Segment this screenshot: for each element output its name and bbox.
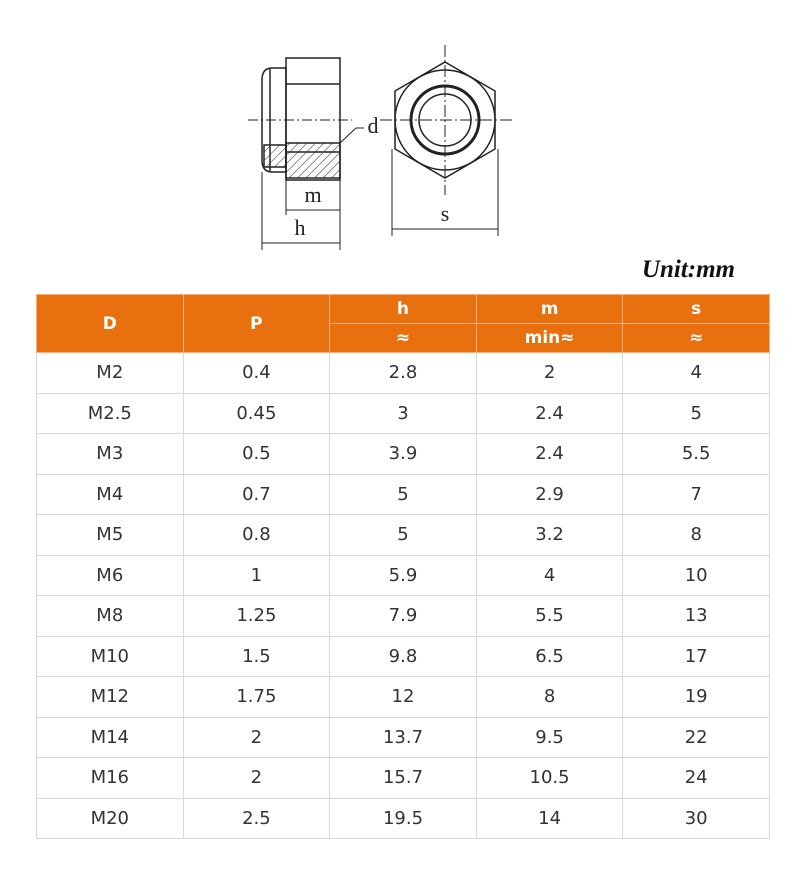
- table-cell: 0.7: [182, 473, 331, 515]
- table-cell: M8: [36, 595, 184, 637]
- table-cell: 2: [182, 716, 331, 758]
- label-m: m: [304, 182, 321, 207]
- table-cell: 4: [622, 352, 770, 394]
- table-cell: M12: [36, 676, 184, 718]
- table-row: M2 0.4 2.8 2 4: [36, 352, 770, 394]
- table-cell: M2: [36, 352, 184, 394]
- table-cell: 4: [475, 554, 624, 596]
- table-cell: 5.5: [475, 595, 624, 637]
- table-row: M14 2 13.7 9.5 22: [36, 716, 770, 758]
- table-cell: 24: [622, 757, 770, 799]
- table-cell: 3.2: [475, 514, 624, 556]
- table-cell: M4: [36, 473, 184, 515]
- table-cell: 1.5: [182, 635, 331, 677]
- table-cell: 2: [182, 757, 331, 799]
- table-cell: 2.4: [475, 392, 624, 434]
- subheader-row: ≈ min≈ ≈: [37, 323, 770, 353]
- table-cell: 7: [622, 473, 770, 515]
- table-cell: 6.5: [475, 635, 624, 677]
- table-cell: 8: [622, 514, 770, 556]
- table-cell: 22: [622, 716, 770, 758]
- table-cell: 19.5: [329, 797, 477, 839]
- table-row: M4 0.7 5 2.9 7: [36, 473, 770, 515]
- table-cell: 14: [475, 797, 624, 839]
- table-cell: 0.8: [182, 514, 331, 556]
- table-cell: 2.5: [182, 797, 331, 839]
- table-cell: 1.25: [182, 595, 331, 637]
- table-cell: 17: [622, 635, 770, 677]
- table-cell: 1.75: [182, 676, 331, 718]
- table-cell: M2.5: [36, 392, 184, 434]
- table-row: M20 2.5 19.5 14 30: [36, 797, 770, 839]
- table-cell: M20: [36, 797, 184, 839]
- table-cell: 13.7: [329, 716, 477, 758]
- table-cell: 12: [329, 676, 477, 718]
- table-cell: 19: [622, 676, 770, 718]
- table-row: M12 1.75 12 8 19: [36, 676, 770, 718]
- table-cell: 3: [329, 392, 477, 434]
- nut-drawing: d m h s: [248, 45, 512, 250]
- column-header: m: [475, 294, 624, 324]
- column-header: h: [329, 294, 477, 324]
- table-cell: 5: [622, 392, 770, 434]
- table-cell: M14: [36, 716, 184, 758]
- table-row: M2.5 0.45 3 2.4 5: [36, 392, 770, 434]
- table-cell: M3: [36, 433, 184, 475]
- table-cell: 2.4: [475, 433, 624, 475]
- column-subheader: min≈: [475, 323, 624, 353]
- table-cell: 2.8: [329, 352, 477, 394]
- column-header: P: [182, 294, 331, 353]
- table-cell: 2: [475, 352, 624, 394]
- table-cell: M6: [36, 554, 184, 596]
- table-cell: 10.5: [475, 757, 624, 799]
- table-row: M3 0.5 3.9 2.4 5.5: [36, 433, 770, 475]
- table-cell: 10: [622, 554, 770, 596]
- column-subheader: ≈: [329, 323, 477, 353]
- table-cell: 3.9: [329, 433, 477, 475]
- column-header: s: [622, 294, 770, 324]
- unit-label: Unit:mm: [641, 256, 735, 283]
- table-cell: 0.45: [182, 392, 331, 434]
- table-cell: 5.9: [329, 554, 477, 596]
- label-d: d: [368, 113, 379, 138]
- table-cell: 13: [622, 595, 770, 637]
- table-row: M8 1.25 7.9 5.5 13: [36, 595, 770, 637]
- table-cell: M10: [36, 635, 184, 677]
- table-cell: 30: [622, 797, 770, 839]
- table-cell: 8: [475, 676, 624, 718]
- table-row: M5 0.8 5 3.2 8: [36, 514, 770, 556]
- table-cell: M5: [36, 514, 184, 556]
- table-row: M10 1.5 9.8 6.5 17: [36, 635, 770, 677]
- table-cell: 5: [329, 514, 477, 556]
- table-row: M6 1 5.9 4 10: [36, 554, 770, 596]
- table-cell: 9.5: [475, 716, 624, 758]
- table-cell: 7.9: [329, 595, 477, 637]
- table-cell: 2.9: [475, 473, 624, 515]
- table-cell: 0.5: [182, 433, 331, 475]
- table-row: M16 2 15.7 10.5 24: [36, 757, 770, 799]
- table-cell: 15.7: [329, 757, 477, 799]
- table-cell: 1: [182, 554, 331, 596]
- column-subheader: ≈: [622, 323, 770, 353]
- label-h: h: [295, 215, 306, 240]
- table-body: M2 0.4 2.8 2 4 M2.5 0.45 3 2.4 5 M3 0.5 3.9 2.4 5.5 M4 0…: [36, 352, 770, 839]
- table-cell: 5.5: [622, 433, 770, 475]
- table-cell: 5: [329, 473, 477, 515]
- column-header: D: [36, 294, 184, 353]
- table-cell: M16: [36, 757, 184, 799]
- table-cell: 0.4: [182, 352, 331, 394]
- label-s: s: [441, 201, 450, 226]
- table-cell: 9.8: [329, 635, 477, 677]
